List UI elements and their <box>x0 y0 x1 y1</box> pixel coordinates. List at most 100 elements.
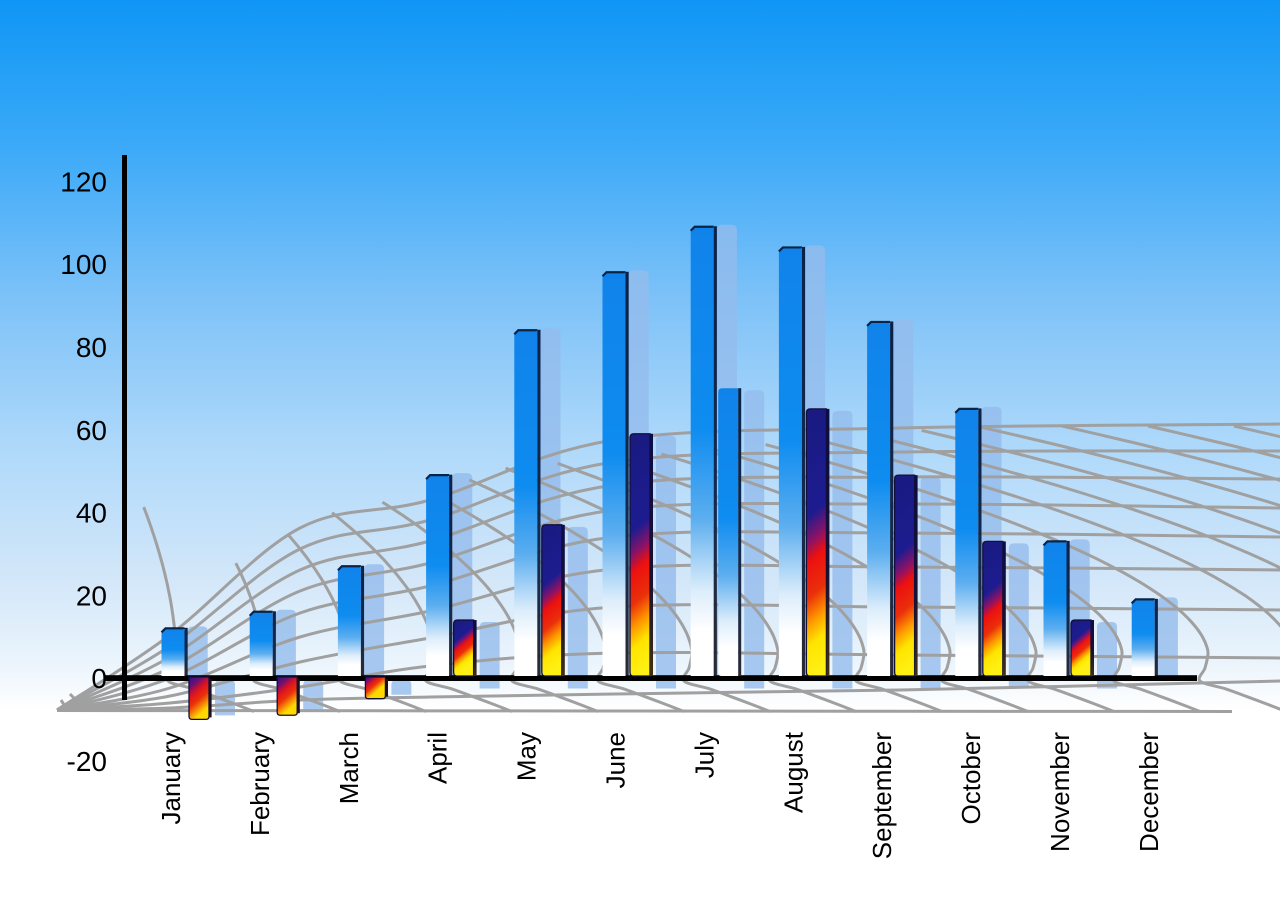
bar-echo-secondary <box>656 435 676 689</box>
bar-secondary-negative <box>364 676 387 700</box>
month-label: October <box>956 732 986 825</box>
bar-secondary-edge <box>473 620 477 676</box>
bar-group-september <box>866 320 918 677</box>
grid-hoop-line <box>1061 424 1280 482</box>
bar-secondary-edge <box>1002 541 1006 676</box>
bar-primary <box>514 330 538 676</box>
bar-primary-top-edge <box>866 320 891 327</box>
month-label: July <box>689 732 719 778</box>
bar-primary <box>161 628 185 676</box>
bar-secondary-heat <box>982 540 1004 677</box>
bar-group-march <box>337 565 388 700</box>
bar-secondary-negative <box>188 676 210 721</box>
bar-echo-secondary <box>744 390 765 689</box>
bar-primary-right-edge <box>1154 598 1158 676</box>
grid-sweep-line <box>56 530 1280 712</box>
grid-apex-arc <box>59 699 71 712</box>
bar-group-december <box>1130 598 1158 676</box>
month-label: June <box>601 732 631 788</box>
bar-primary-right-edge <box>1066 540 1070 676</box>
bar-secondary-blue <box>718 388 739 676</box>
bar-primary-right-edge <box>890 321 894 676</box>
bar-secondary-edge <box>650 433 653 676</box>
month-label: August <box>778 731 808 813</box>
y-tick-label: 100 <box>60 249 107 280</box>
y-tick-label: -20 <box>67 746 107 777</box>
bar-secondary-negative-edge <box>209 679 212 718</box>
bars <box>160 225 1158 721</box>
bar-primary-top-edge <box>160 627 185 634</box>
bar-primary-top-edge <box>689 225 714 232</box>
bar-echo-secondary <box>1008 543 1029 689</box>
month-label: November <box>1045 732 1075 852</box>
bar-echo-secondary <box>567 526 588 689</box>
y-tick-label: 40 <box>76 498 107 529</box>
month-label: February <box>245 732 275 836</box>
bar-secondary-heat <box>805 408 828 677</box>
bar-primary-right-edge <box>978 408 982 676</box>
grid-hoop-line <box>869 433 1280 570</box>
bar-secondary-heat <box>452 619 475 677</box>
bar-group-january <box>160 627 212 721</box>
bar-group-may <box>513 329 565 677</box>
bar-primary-right-edge <box>625 271 629 676</box>
bar-primary-top-edge <box>601 271 626 278</box>
bar-primary-top-edge <box>337 565 361 571</box>
bar-primary <box>1131 599 1155 676</box>
month-label: March <box>334 732 364 804</box>
bar-primary-right-edge <box>801 246 806 676</box>
y-tick-label: 0 <box>91 663 107 694</box>
month-label: April <box>423 732 453 784</box>
bar-echo-secondary-negative <box>391 680 412 695</box>
month-label: January <box>156 732 186 825</box>
x-axis-month-labels: January February March April May June July Augu… <box>156 731 1164 859</box>
bar-secondary-heat <box>629 433 651 677</box>
bar-primary-top-edge <box>954 407 979 414</box>
bar-primary <box>778 247 802 676</box>
bar-group-november <box>1042 540 1094 677</box>
bar-primary <box>867 321 891 676</box>
bar-echo-secondary <box>920 477 941 689</box>
bar-primary <box>249 611 273 676</box>
y-tick-label: 20 <box>76 580 107 611</box>
bar-echo-secondary <box>479 622 500 689</box>
bar-secondary-edge <box>914 475 918 676</box>
bar-group-october <box>954 407 1006 677</box>
grid-floor-bottom-line <box>56 709 1233 713</box>
bar-group-july <box>689 225 742 677</box>
bar-primary-top-edge <box>1042 540 1067 547</box>
bar-primary <box>337 566 361 676</box>
month-label: December <box>1134 732 1164 852</box>
bar-primary <box>426 475 450 676</box>
bar-primary-right-edge <box>360 565 365 676</box>
grid-hoop-line <box>975 424 1280 508</box>
bar-secondary-negative-edge <box>385 679 388 697</box>
bar-primary <box>602 272 626 676</box>
y-axis-line <box>122 155 127 700</box>
bar-secondary-heat <box>1070 619 1092 677</box>
bar-secondary-heat <box>893 474 916 677</box>
bar-secondary-heat <box>541 524 563 677</box>
axes <box>105 155 1197 700</box>
bar-primary-right-edge <box>537 329 541 676</box>
grid-apex-arc <box>68 692 89 712</box>
bar-primary-top-edge <box>425 474 450 480</box>
bar-primary-right-edge <box>713 226 717 676</box>
y-tick-label: 60 <box>76 415 107 446</box>
bar-secondary-edge <box>561 524 565 676</box>
bar-primary-right-edge <box>184 627 188 676</box>
bar-group-august <box>778 246 830 677</box>
bar-primary-top-edge <box>248 610 273 617</box>
y-axis-tick-labels: -20 0 20 40 60 80 100 120 <box>60 166 107 777</box>
y-tick-label: 120 <box>60 166 107 197</box>
bar-primary <box>1043 541 1067 676</box>
bar-secondary-negative-edge <box>297 679 300 714</box>
month-label: May <box>512 732 542 781</box>
bar-primary-top-edge <box>778 246 802 253</box>
bar-secondary-edge <box>826 408 830 676</box>
y-tick-label: 80 <box>76 332 107 363</box>
bar-primary-right-edge <box>272 611 276 676</box>
bar-primary-right-edge <box>449 474 453 676</box>
